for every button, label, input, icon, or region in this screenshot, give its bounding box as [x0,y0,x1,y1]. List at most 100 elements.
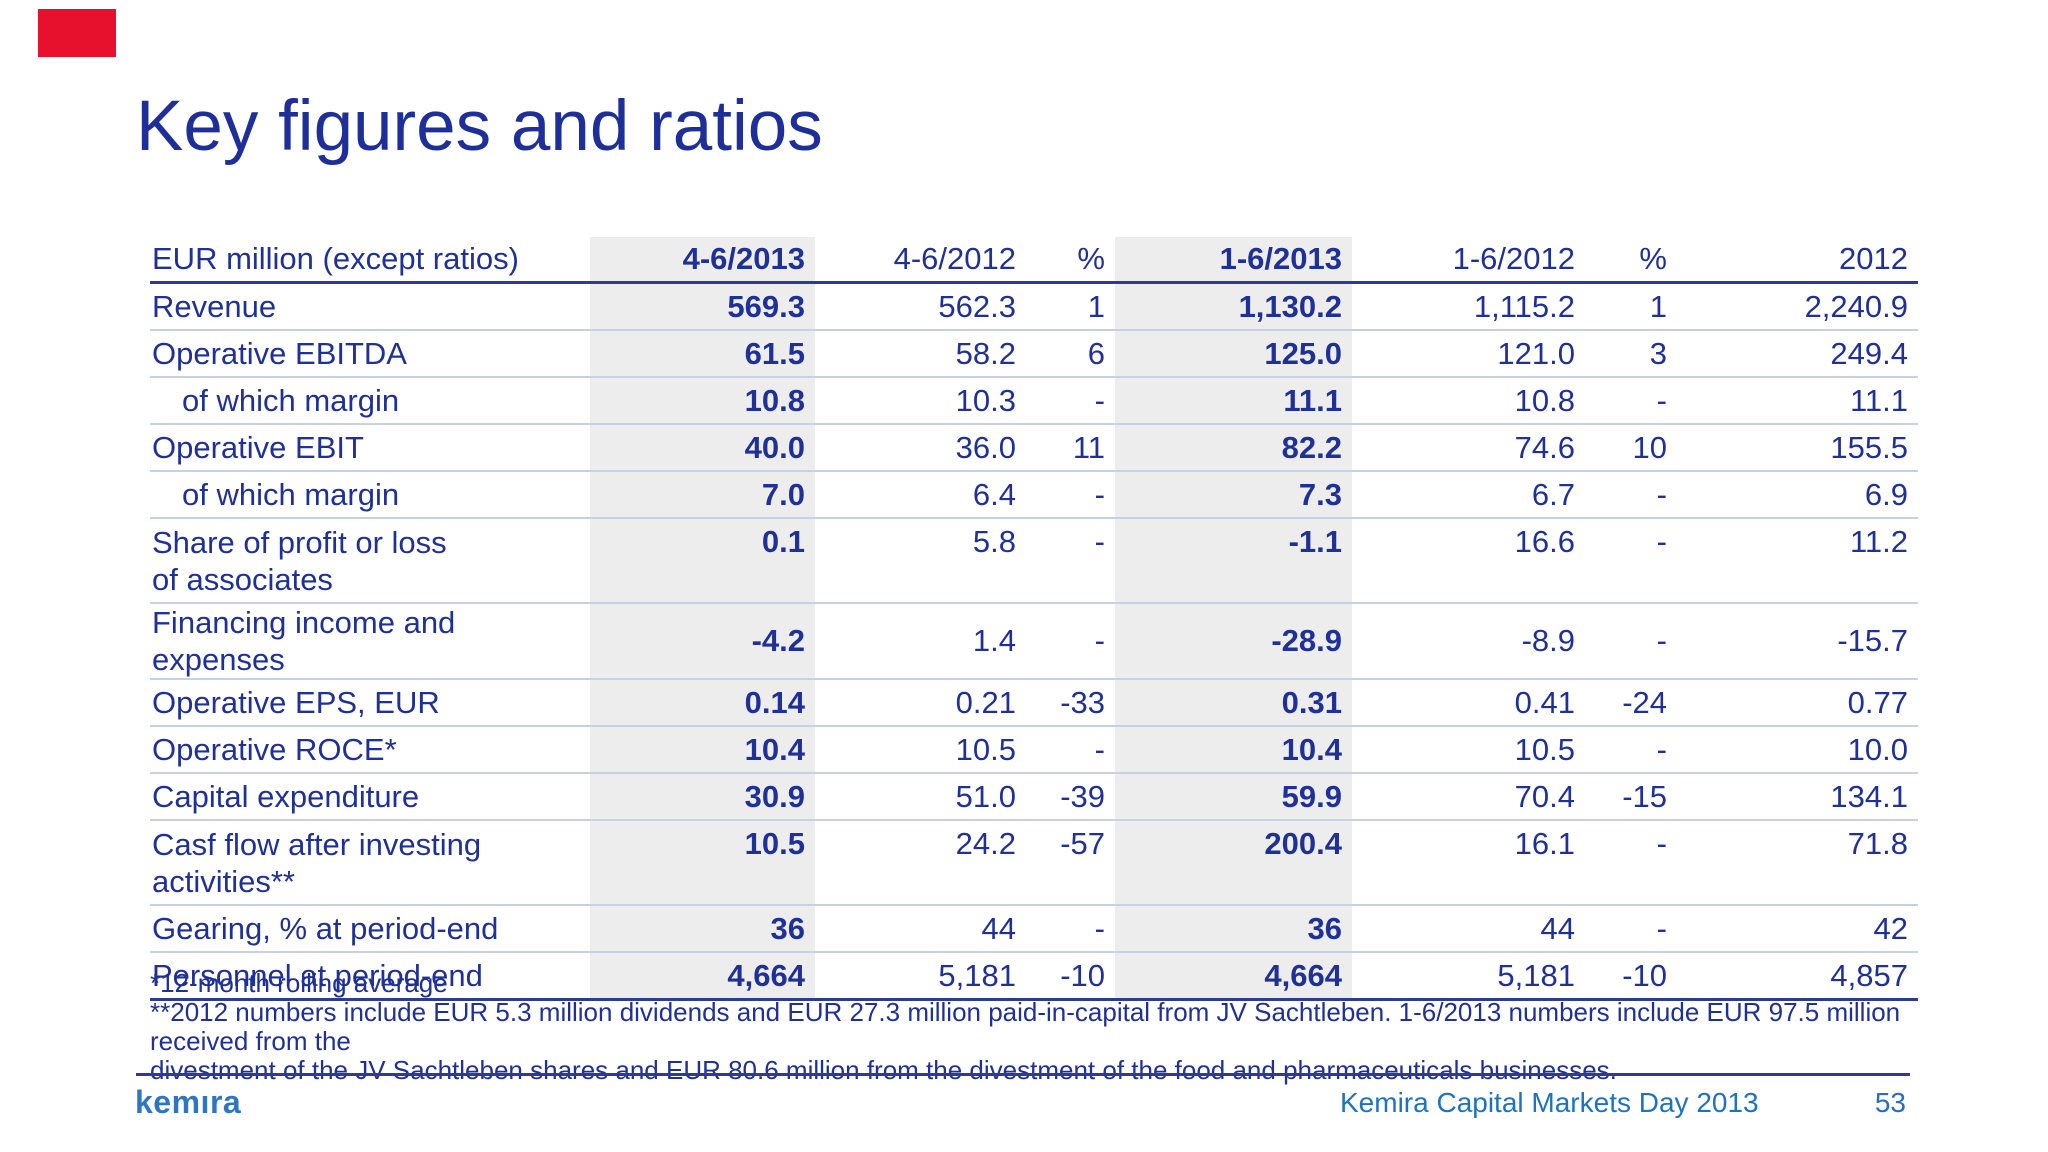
cell-value: 44 [815,904,1026,952]
cell-value: - [1585,376,1677,424]
column-header-2012: 2012 [1677,237,1918,284]
cell-value: 11 [1026,423,1115,471]
table-row: Capital expenditure 30.9 51.0 -39 59.9 70.4 -1… [150,772,1918,820]
cell-value: - [1026,602,1115,679]
cell-value: 10.4 [590,725,815,773]
cell-value: 4,664 [590,951,815,1001]
cell-value: 125.0 [1115,329,1352,377]
cell-value: 0.1 [590,517,815,603]
page-number: 53 [1874,1087,1906,1118]
table-header-row: EUR million (except ratios) 4-6/2013 4-6/2… [150,237,1918,284]
table-row: Personnel at period-end 4,664 5,181 -10 4,66… [150,951,1918,1001]
cell-value: -15.7 [1677,602,1918,679]
cell-value: 10.8 [1352,376,1585,424]
brand-red-flag [38,9,116,57]
row-label: Operative EBIT [150,423,590,471]
table-body: Revenue 569.3 562.3 1 1,130.2 1,115.2 1 2,240.9… [150,282,1918,1001]
table-row: Share of profit or loss of associates 0.1… [150,517,1918,603]
cell-value: 6.4 [815,470,1026,518]
table-row: Casf flow after investing activities** 10… [150,819,1918,905]
cell-value: 5.8 [815,517,1026,603]
cell-value: - [1585,602,1677,679]
cell-value: 7.3 [1115,470,1352,518]
cell-value: 58.2 [815,329,1026,377]
footnote-rolling-average: *12-month rolling average [150,968,448,998]
cell-value: 61.5 [590,329,815,377]
cell-value: 10.5 [1352,725,1585,773]
cell-value: 1,130.2 [1115,282,1352,330]
cell-value: 6.9 [1677,470,1918,518]
cell-value: 1 [1087,288,1105,324]
table-row: Financing income and expenses -4.2 1.4- -28… [150,602,1918,679]
cell-value: -1.1 [1115,517,1352,603]
cell-value: 10.8 [590,376,815,424]
row-label: of which margin [150,376,590,424]
cell-value: 4,857 [1677,951,1918,1001]
cell-value: 24.2 [815,819,1026,905]
column-header-4-6-2012: 4-6/2012 [815,237,1026,284]
cell-value: 562.3 [938,288,1016,324]
cell-value: 155.5 [1677,423,1918,471]
cell-value: 6 [1026,329,1115,377]
table-row: Operative ROCE* 10.4 10.5-10.4 10.5-10.0 [150,725,1918,773]
cell-value: - [1585,517,1677,603]
cell-value: 44 [1352,904,1585,952]
table-row: Operative EPS, EUR 0.14 0.21 -33 0.31 0.41 -24… [150,678,1918,726]
cell-value: 0.21 [815,678,1026,726]
cell-value: 4,664 [1115,951,1352,1001]
cell-value: 1.4 [815,602,1026,679]
cell-value: 10.5 [815,725,1026,773]
cell-value: - [1026,904,1115,952]
cell-value: 16.6 [1352,517,1585,603]
cell-value: 7.0 [590,470,815,518]
row-label: Casf flow after investing activities** [150,819,590,905]
cell-value: -24 [1585,678,1677,726]
footnote-sachtleben: **2012 numbers include EUR 5.3 million d… [150,997,1901,1085]
cell-value: 42 [1677,904,1918,952]
cell-value: - [1585,725,1677,773]
cell-value: 2,240.9 [1804,288,1908,324]
cell-value: 70.4 [1352,772,1585,820]
cell-value: 3 [1585,329,1677,377]
cell-value: -33 [1026,678,1115,726]
footer-caption: Kemira Capital Markets Day 2013 [1340,1087,1759,1118]
page-title: Key figures and ratios [136,87,823,166]
cell-value: 36.0 [815,423,1026,471]
table-row: Operative EBIT 40.0 36.0 11 82.2 74.6 10 155.5 [150,423,1918,471]
row-label: Capital expenditure [150,772,590,820]
table-row: of which margin 10.8 10.3-11.1 10.8-11.1 [150,376,1918,424]
cell-value: -57 [1026,819,1115,905]
cell-value: -10 [1585,951,1677,1001]
row-label: of which margin [150,470,590,518]
column-header-label: EUR million (except ratios) [150,237,590,284]
cell-value: -10 [1026,951,1115,1001]
kemira-logo: kemıra [135,1084,242,1120]
row-label: Operative EPS, EUR [150,678,590,726]
cell-value: 11.1 [1677,376,1918,424]
row-label: Personnel at period-end [150,951,590,1001]
cell-value: 569.3 [590,282,815,330]
cell-value: 51.0 [815,772,1026,820]
key-figures-data-table: EUR million (except ratios) 4-6/2013 4-6/2… [150,237,1918,1001]
cell-value: -28.9 [1115,602,1352,679]
cell-value: 16.1 [1352,819,1585,905]
column-header-1-6-2012: 1-6/2012 [1352,237,1585,284]
cell-value: 200.4 [1115,819,1352,905]
cell-value: 249.4 [1677,329,1918,377]
footnotes: *12-month rolling average **2012 numbers… [150,969,1930,1085]
cell-value: 0.31 [1115,678,1352,726]
cell-value: - [1585,470,1677,518]
cell-value: 10 [1585,423,1677,471]
cell-value: -8.9 [1352,602,1585,679]
cell-value: 121.0 [1352,329,1585,377]
row-label: Operative ROCE* [150,725,590,773]
cell-value: 0.41 [1352,678,1585,726]
cell-value: -4.2 [590,602,815,679]
cell-value: 5,181 [1352,951,1585,1001]
cell-value: 10.0 [1677,725,1918,773]
column-header--: % [1585,237,1677,284]
cell-value: -39 [1026,772,1115,820]
column-header-1-6-2013: 1-6/2013 [1115,237,1352,284]
cell-value: - [1026,376,1115,424]
